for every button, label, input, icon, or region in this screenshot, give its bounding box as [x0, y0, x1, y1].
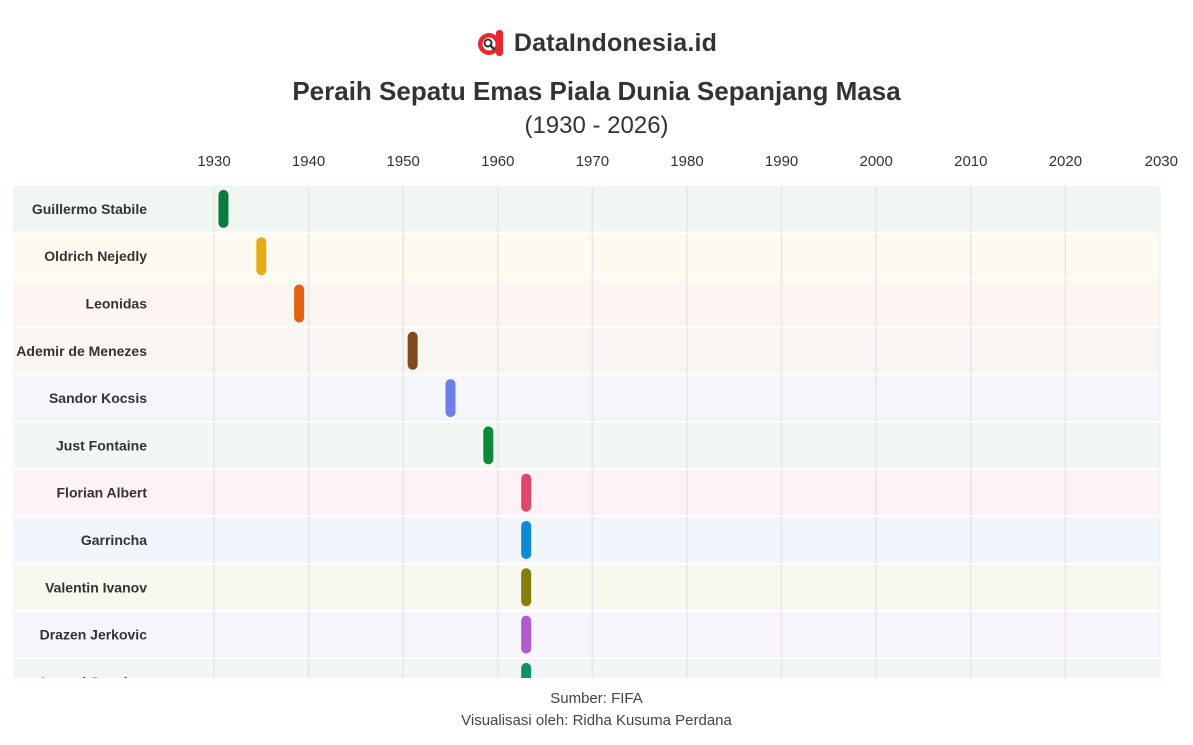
year-marker	[407, 331, 418, 370]
year-marker	[294, 284, 305, 323]
row-band	[13, 327, 1160, 374]
row-label: Leonel Sanchez	[41, 674, 147, 678]
row-label: Valentin Ivanov	[45, 579, 147, 595]
row-label: Leonidas	[86, 296, 148, 312]
chart-title: Peraih Sepatu Emas Piala Dunia Sepanjang…	[292, 76, 901, 106]
row-label: Drazen Jerkovic	[40, 627, 148, 643]
row-band	[13, 611, 1160, 658]
x-axis: 1930 1940 1950 1960 1970 1980 1990 2000 2010 2020…	[197, 153, 1178, 170]
year-marker	[445, 379, 456, 418]
chart-subtitle: (1930 - 2026)	[524, 112, 669, 139]
row-band	[13, 233, 1160, 280]
row-band	[13, 280, 1160, 327]
year-marker	[521, 615, 532, 654]
row-bands	[13, 186, 1160, 678]
x-tick-label: 1930	[197, 153, 230, 170]
timeline-chart: 1930 1940 1950 1960 1970 1980 1990 2000 2010 2020…	[13, 153, 1178, 678]
row-band	[13, 422, 1160, 469]
x-tick-label: 1960	[481, 153, 514, 170]
x-tick-label: 2030	[1145, 153, 1178, 170]
markers	[218, 189, 532, 678]
row-label: Sandor Kocsis	[49, 390, 147, 406]
row-band	[13, 186, 1160, 232]
grid-lines	[13, 184, 1161, 678]
year-marker	[256, 237, 267, 276]
x-tick-label: 2020	[1049, 153, 1082, 170]
brand-header: DataIndonesia.id	[0, 28, 1193, 58]
year-marker	[218, 189, 229, 228]
year-marker	[521, 473, 532, 512]
row-band	[13, 564, 1160, 611]
row-band	[13, 375, 1160, 421]
row-label: Guillermo Stabile	[32, 201, 147, 217]
row-band	[13, 469, 1160, 516]
x-tick-label: 2010	[954, 153, 987, 170]
brand-name: DataIndonesia.id	[513, 28, 718, 57]
row-label: Florian Albert	[57, 485, 148, 501]
year-marker	[483, 426, 494, 465]
source-note: Sumber: FIFA	[550, 690, 643, 707]
credit-note: Visualisasi oleh: Ridha Kusuma Perdana	[461, 712, 732, 729]
row-band	[13, 659, 1160, 678]
x-tick-label: 1980	[670, 153, 703, 170]
row-labels: Guillermo Stabile Oldrich Nejedly Leonidas…	[16, 201, 147, 678]
year-marker	[521, 568, 532, 607]
year-marker	[521, 521, 532, 559]
x-tick-label: 2000	[860, 153, 893, 170]
x-tick-label: 1940	[292, 153, 325, 170]
year-marker	[521, 662, 532, 678]
dataindonesia-logo-icon	[477, 30, 503, 56]
row-label: Garrincha	[81, 532, 147, 548]
x-tick-label: 1950	[387, 153, 420, 170]
row-label: Just Fontaine	[56, 437, 147, 453]
x-tick-label: 1970	[576, 153, 609, 170]
row-label: Oldrich Nejedly	[44, 248, 147, 264]
row-band	[13, 517, 1160, 563]
x-tick-label: 1990	[765, 153, 798, 170]
row-label: Ademir de Menezes	[16, 343, 147, 359]
